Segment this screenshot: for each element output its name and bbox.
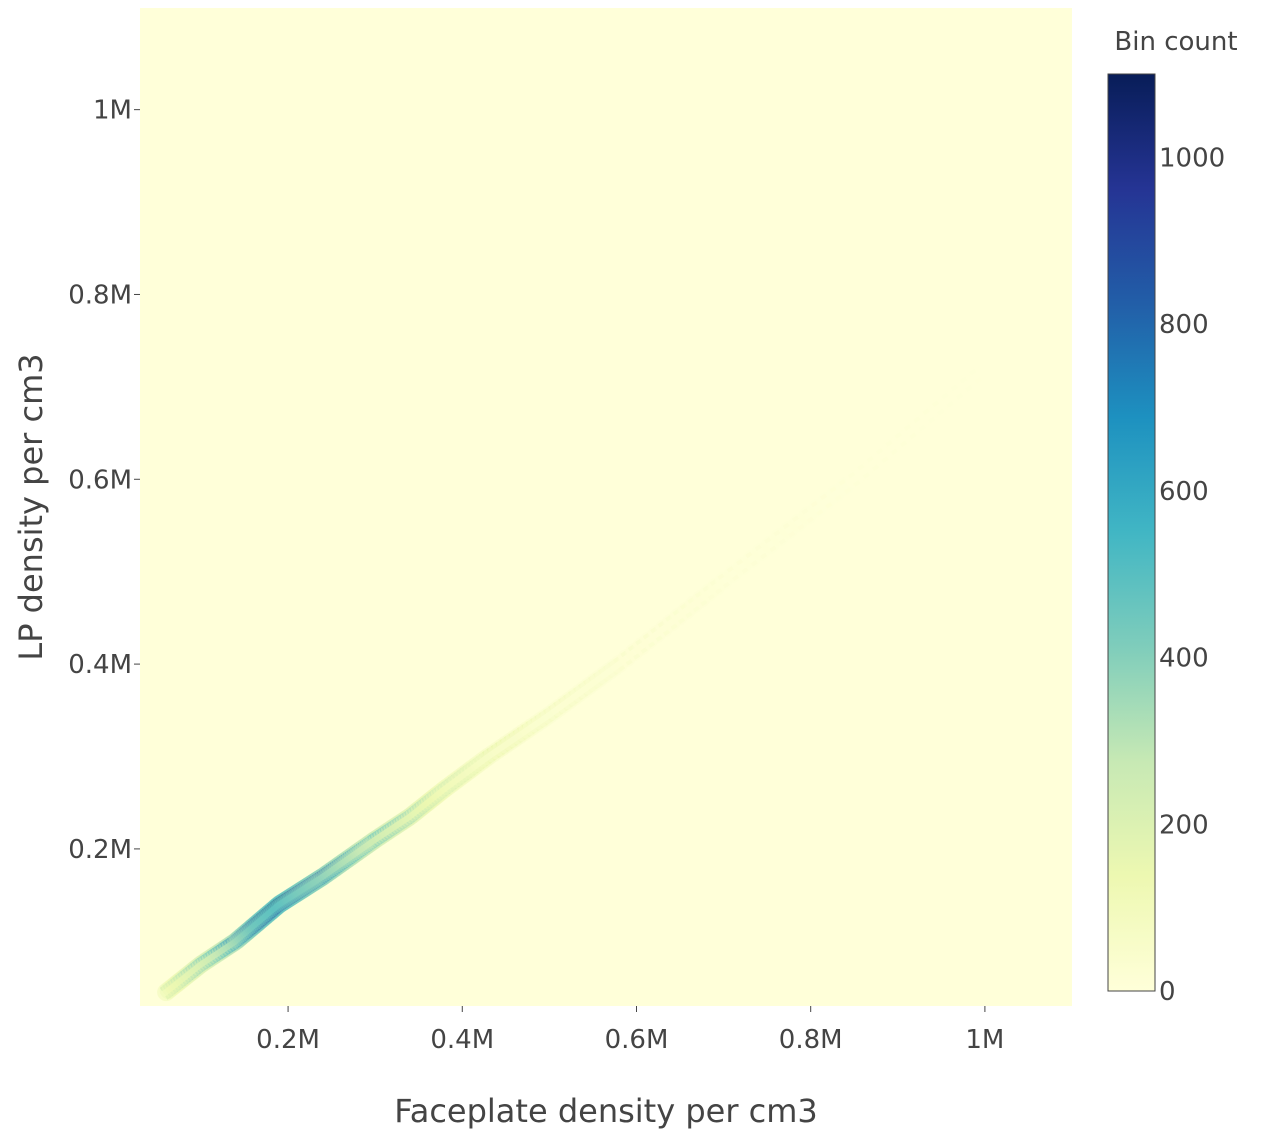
heatmap-cell	[872, 464, 880, 471]
heatmap-cell	[894, 432, 902, 439]
heatmap-cell	[825, 501, 833, 509]
y-tick-label: 0.2M	[68, 835, 132, 865]
heatmap-cell	[735, 558, 744, 566]
heatmap-cell	[969, 368, 977, 376]
heatmap-cell	[722, 581, 730, 589]
colorbar-tick-label: 800	[1159, 310, 1209, 340]
heatmap-cell	[717, 573, 725, 581]
colorbar-gradient	[1107, 73, 1156, 992]
y-tick-label: 1M	[93, 96, 132, 126]
heatmap-cell	[754, 544, 762, 552]
heatmap-cell	[806, 516, 814, 524]
y-axis-title: LP density per cm3	[12, 353, 50, 660]
heatmap-cell	[829, 486, 837, 493]
heatmap-cell	[853, 480, 861, 487]
x-tick-label: 0.4M	[430, 1025, 494, 1055]
colorbar-title: Bin count	[1114, 27, 1237, 57]
y-axis: 0.2M 0.4M 0.6M 0.8M 1M	[68, 96, 140, 865]
heatmap-cell	[778, 538, 786, 545]
heatmap-cell	[900, 440, 908, 448]
colorbar-tick-label: 400	[1159, 644, 1209, 674]
x-axis: 0.2M 0.4M 0.6M 0.8M 1M	[256, 1006, 1004, 1055]
heatmap-cell	[965, 385, 973, 392]
heatmap-cell	[816, 509, 824, 516]
heatmap-cell	[750, 560, 758, 567]
x-tick-label: 0.8M	[779, 1025, 843, 1055]
heatmap-cell	[866, 455, 874, 463]
heatmap-cell	[937, 408, 945, 416]
colorbar-tick-label: 0	[1159, 977, 1176, 1007]
heatmap-cell	[918, 424, 926, 432]
colorbar-tick-label: 200	[1159, 810, 1209, 840]
colorbar-ticks: 0 200 400 600 800 1000	[1159, 143, 1225, 1007]
y-tick-label: 0.8M	[68, 280, 132, 310]
heatmap-cell	[838, 479, 846, 486]
heatmap-cell	[760, 552, 768, 560]
heatmap-cell	[885, 440, 893, 447]
heatmap-cell	[844, 487, 852, 495]
heatmap-cell	[819, 493, 828, 501]
heatmap-cell	[956, 393, 964, 400]
heatmap-cell	[875, 448, 884, 455]
heatmap-cell	[862, 472, 870, 479]
heatmap-cell	[941, 392, 949, 400]
heatmap-cell	[913, 416, 921, 423]
heatmap-cell	[801, 508, 809, 515]
heatmap-cell	[890, 448, 898, 456]
heatmap-cell	[903, 424, 912, 431]
colorbar-tick-label: 1000	[1159, 143, 1225, 173]
heatmap-cell	[928, 416, 936, 424]
heatmap-cell	[732, 574, 740, 582]
heatmap-cell	[931, 400, 940, 408]
heatmap-cell	[773, 529, 781, 537]
heatmap-cell	[881, 456, 889, 464]
heatmap-cell	[791, 515, 800, 522]
heatmap-cell	[782, 522, 790, 530]
heatmap-cell	[769, 545, 777, 553]
heatmap-cell	[834, 494, 842, 502]
heatmap-cell	[974, 377, 982, 384]
x-tick-label: 0.2M	[256, 1025, 320, 1055]
heatmap-cell	[788, 530, 796, 538]
heatmap-cell	[763, 537, 772, 544]
x-axis-title: Faceplate density per cm3	[394, 1092, 818, 1130]
heatmap-cell	[922, 408, 930, 416]
y-tick-label: 0.4M	[68, 650, 132, 680]
heatmap-cell	[745, 551, 753, 559]
heatmap-cells	[157, 367, 985, 1002]
heatmap-cell	[857, 463, 865, 471]
colorbar: Bin count 0 200 400 600 800 1000	[1107, 27, 1238, 1007]
heatmap-cell	[909, 432, 917, 440]
heatmap-cell	[726, 566, 734, 573]
x-tick-label: 0.6M	[605, 1025, 669, 1055]
heatmap-cell	[797, 523, 805, 531]
heatmap-cell	[950, 384, 958, 392]
heatmap-cell	[959, 376, 968, 384]
heatmap-cell	[741, 567, 749, 574]
x-tick-label: 1M	[965, 1025, 1004, 1055]
plot-area	[140, 8, 1072, 1006]
heatmap-cell	[847, 471, 856, 479]
heatmap-cell	[966, 367, 985, 386]
colorbar-tick-label: 600	[1159, 477, 1209, 507]
heatmap-cell	[810, 500, 818, 508]
heatmap-cell	[946, 400, 954, 408]
y-tick-label: 0.6M	[68, 465, 132, 495]
